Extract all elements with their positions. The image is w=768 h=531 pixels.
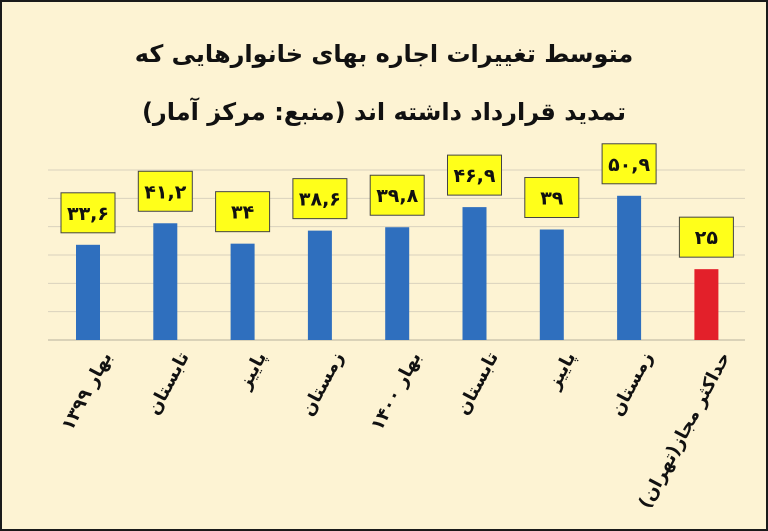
data-label-7: ۳۹ <box>540 188 564 210</box>
data-label-box-8 <box>601 143 657 185</box>
bar-1 <box>76 244 100 340</box>
bar-6 <box>462 207 487 340</box>
data-label-6: ۴۶,۹ <box>453 165 495 187</box>
data-label-2: ۴۱,۲ <box>144 181 186 203</box>
x-tick-label-8: زمستان <box>606 348 657 419</box>
bar-8 <box>617 195 642 340</box>
data-label-4: ۳۸,۶ <box>299 189 341 211</box>
data-label-box-5 <box>369 174 425 216</box>
data-label-8: ۵۰,۹ <box>608 154 650 176</box>
x-tick-label-7: پاییز <box>543 348 580 393</box>
x-tick-label-5: بهار ۱۴۰۰ <box>367 348 426 434</box>
x-tick-label-3: پاییز <box>234 348 271 393</box>
bar-2 <box>153 223 178 340</box>
data-label-9: ۲۵ <box>695 227 719 249</box>
x-tick-label-1: بهار ۱۳۹۹ <box>58 348 117 434</box>
chart-title-line-1: متوسط تغییرات اجاره بهای خانوارهایی که <box>134 40 634 68</box>
bar-5 <box>385 227 410 340</box>
data-label-box-7 <box>524 177 580 218</box>
bar-3 <box>230 243 255 340</box>
data-label-5: ۳۹,۸ <box>376 185 418 207</box>
bar-4 <box>307 230 332 340</box>
chart-title-line-2: تمدید قرارداد داشته اند (منبع: مرکز آمار… <box>141 98 627 126</box>
x-tick-label-6: تابستان <box>452 348 502 418</box>
data-label-1: ۳۳,۶ <box>67 203 109 225</box>
data-label-box-3 <box>215 191 271 233</box>
data-label-3: ۳۴ <box>231 202 254 224</box>
data-label-box-6 <box>447 154 502 196</box>
data-label-box-4 <box>292 178 348 220</box>
x-tick-label-2: تابستان <box>143 348 193 418</box>
data-label-box-9 <box>678 216 734 258</box>
x-tick-label-4: زمستان <box>297 348 348 419</box>
data-label-box-2 <box>137 170 193 212</box>
bar-7 <box>539 229 564 340</box>
data-label-box-1 <box>60 192 116 234</box>
bar-9 <box>694 269 719 340</box>
